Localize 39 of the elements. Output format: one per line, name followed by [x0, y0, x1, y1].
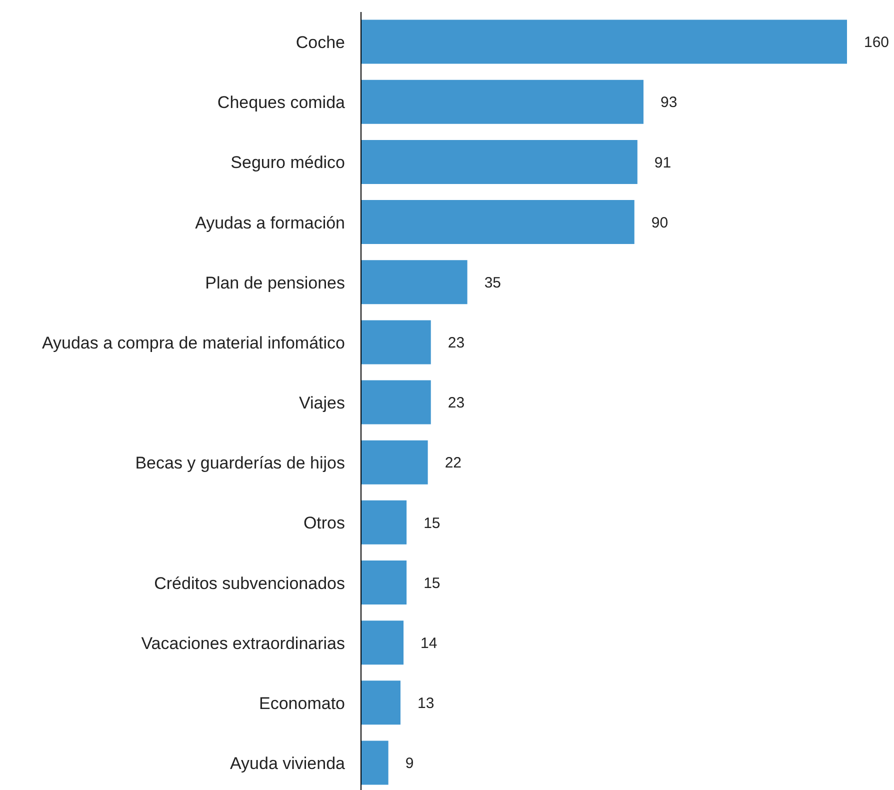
y-tick-label: Créditos subvencionados: [154, 574, 345, 593]
y-tick-label: Cheques comida: [217, 93, 346, 112]
bar: [361, 140, 638, 184]
bar: [361, 380, 431, 424]
data-label: 13: [417, 694, 434, 712]
y-tick-label: Vacaciones extraordinarias: [141, 634, 345, 653]
bar: [361, 80, 644, 124]
bar: [361, 260, 468, 304]
data-label: 23: [448, 394, 465, 412]
y-tick-label: Otros: [303, 514, 345, 533]
y-tick-label: Plan de pensiones: [205, 273, 345, 292]
data-label: 15: [424, 514, 440, 532]
bar: [361, 440, 428, 484]
data-label: 14: [420, 634, 438, 652]
y-tick-label: Ayudas a formación: [195, 213, 345, 232]
data-label: 35: [484, 274, 501, 292]
y-tick-label: Viajes: [299, 394, 345, 413]
bar: [361, 320, 431, 364]
bar: [361, 560, 407, 604]
bar: [361, 680, 400, 725]
bar: [361, 620, 404, 665]
data-label: 93: [660, 94, 678, 112]
bar: [361, 20, 847, 64]
data-label: 15: [424, 574, 440, 592]
bar: [361, 500, 407, 544]
bar: [361, 200, 634, 244]
data-label: 9: [405, 755, 414, 772]
data-label: 160: [864, 34, 890, 52]
data-label: 90: [651, 214, 668, 232]
y-tick-label: Seguro médico: [230, 153, 345, 172]
y-tick-label: Ayuda vivienda: [230, 754, 346, 773]
y-tick-label: Coche: [296, 33, 345, 52]
bar: [361, 740, 388, 785]
data-label: 23: [448, 334, 465, 352]
y-tick-label: Ayudas a compra de material infomático: [42, 333, 345, 352]
y-tick-label: Economato: [259, 694, 345, 713]
data-label: 91: [654, 154, 672, 172]
y-tick-label: Becas y guarderías de hijos: [135, 454, 345, 473]
data-label: 22: [444, 454, 462, 472]
